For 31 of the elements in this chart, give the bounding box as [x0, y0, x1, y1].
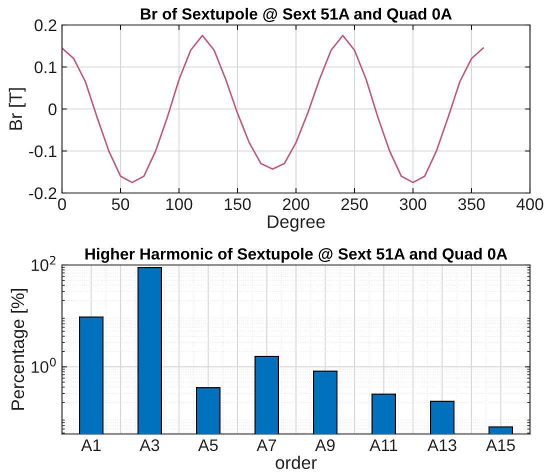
- x-tick-label: 400: [516, 198, 544, 210]
- y-tick-label: 0.2: [34, 19, 56, 32]
- y-axis-title: Br [T]: [8, 88, 26, 130]
- x-tick-label: 150: [224, 198, 251, 210]
- x-tick-label: A15: [486, 439, 515, 452]
- y-tick-label: -0.1: [29, 145, 56, 158]
- y-tick-label: 0: [48, 103, 56, 116]
- line-series: [62, 34, 484, 184]
- y-tick-label: -0.2: [29, 187, 56, 200]
- x-tick-label: 350: [458, 198, 485, 210]
- chart-title: Higher Harmonic of Sextupole @ Sext 51A and Quad 0A: [85, 248, 508, 263]
- y-tick-label: 0.1: [34, 61, 56, 74]
- chart-title: Br of Sextupole @ Sext 51A and Quad 0A: [140, 8, 452, 23]
- x-tick-label: A3: [140, 439, 160, 452]
- x-tick-label: A1: [81, 439, 101, 451]
- y-tick-label: 10$^{0}$: [32, 358, 56, 373]
- x-tick-label: 100: [166, 198, 192, 210]
- x-tick-label: 0: [58, 198, 66, 210]
- x-tick-label: 50: [112, 198, 130, 210]
- x-tick-label: 300: [400, 198, 426, 210]
- y-tick-label: 10$^{2}$: [32, 256, 56, 272]
- x-tick-label: 250: [341, 198, 368, 210]
- x-tick-label: A7: [256, 439, 276, 451]
- x-tick-label: A5: [198, 439, 218, 452]
- x-axis-title: Degree: [268, 215, 325, 232]
- x-tick-label: 200: [282, 198, 310, 210]
- x-tick-label: A13: [427, 439, 456, 452]
- x-axis-title: order: [276, 456, 317, 470]
- x-tick-label: A9: [315, 439, 335, 452]
- x-tick-label: A11: [370, 439, 398, 451]
- y-axis-title: Percentage [%]: [10, 289, 28, 410]
